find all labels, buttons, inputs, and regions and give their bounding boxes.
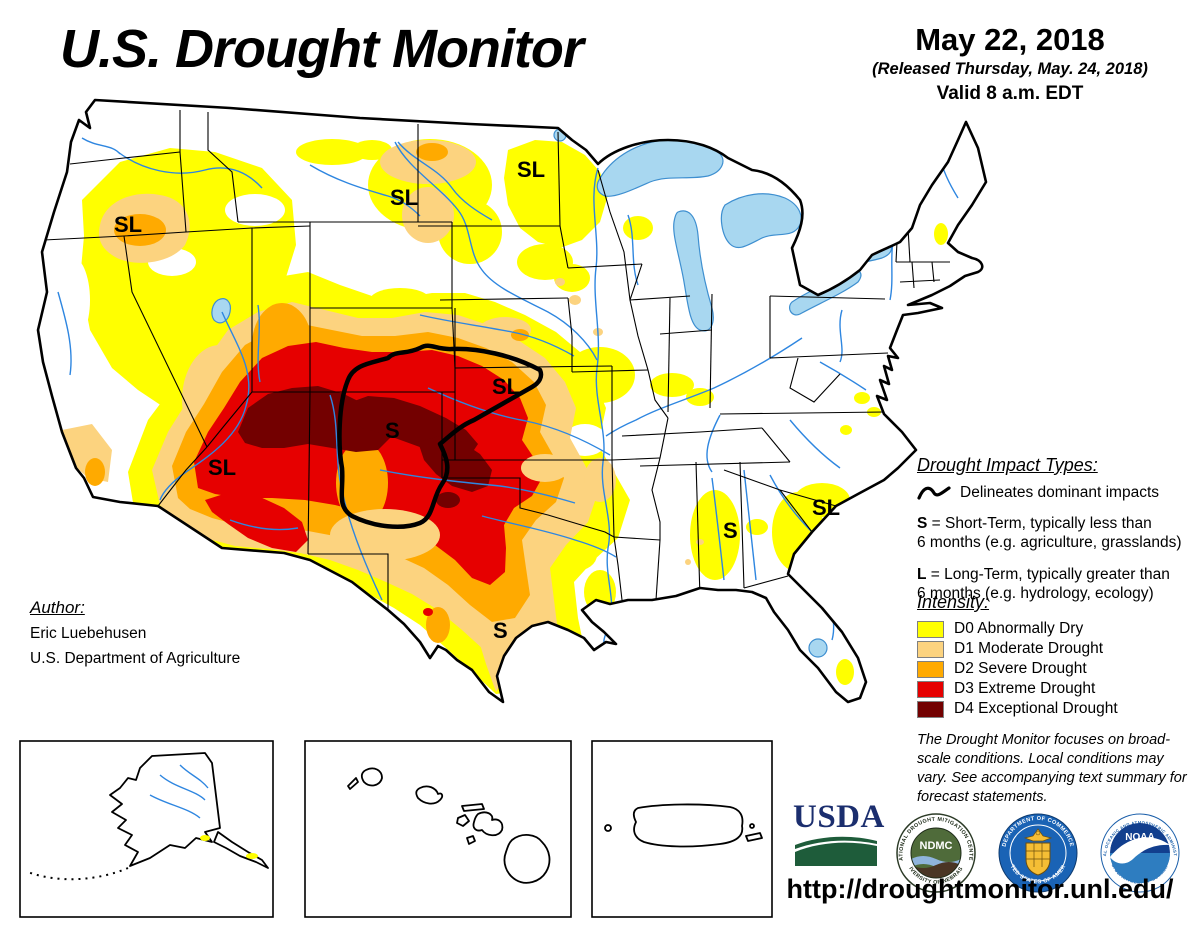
doc-eagle-shield-icon: [1023, 828, 1053, 876]
long-term-definition: L = Long-Term, typically greater than 6 …: [917, 565, 1195, 604]
noaa-seabird-icon: [1110, 837, 1170, 864]
author-org: U.S. Department of Agriculture: [30, 650, 241, 667]
usda-logo-text: USDA: [793, 799, 885, 835]
impact-label-kansas: SL: [492, 374, 520, 399]
page-title: U.S. Drought Monitor: [60, 19, 584, 79]
map-date: May 22, 2018: [915, 22, 1105, 57]
intensity-row-d4: D4 Exceptional Drought: [917, 699, 1195, 719]
author-heading: Author:: [30, 598, 85, 617]
d1-swatch: [917, 640, 944, 658]
d2-label: D2 Severe Drought: [954, 660, 1087, 677]
noaa-logo: NATIONAL OCEANIC AND ATMOSPHERIC ADMINIS…: [1100, 813, 1180, 893]
impact-label-north-dakota: SL: [390, 185, 418, 210]
author-name: Eric Luebehusen: [30, 625, 147, 642]
impact-label-arizona: SL: [208, 455, 236, 480]
website-url: http://droughtmonitor.unl.edu/: [775, 874, 1185, 905]
long-term-key: L: [917, 565, 927, 583]
usda-logo: USDA: [793, 799, 885, 872]
intensity-row-d0: D0 Abnormally Dry: [917, 619, 1195, 639]
impact-legend-heading: Drought Impact Types:: [917, 455, 1098, 475]
impact-label-minnesota: SL: [517, 157, 545, 182]
d4-label: D4 Exceptional Drought: [954, 700, 1118, 717]
d2-swatch: [917, 660, 944, 678]
delineates-label: Delineates dominant impacts: [960, 484, 1160, 501]
impact-delineation-line: [337, 343, 544, 529]
d0-swatch: [917, 620, 944, 638]
release-date: (Released Thursday, May. 24, 2018): [872, 59, 1148, 78]
impact-label-south-carolina: SL: [812, 495, 840, 520]
d0-label: D0 Abnormally Dry: [954, 620, 1084, 637]
date-block: May 22, 2018 (Released Thursday, May. 24…: [845, 22, 1175, 105]
state-borders: [43, 110, 950, 610]
short-term-key: S: [917, 515, 928, 532]
noaa-logo-text: NOAA: [1125, 832, 1154, 843]
inset-alaska: [19, 740, 274, 918]
intensity-row-d3: D3 Extreme Drought: [917, 679, 1195, 699]
delineation-squiggle-icon: [917, 486, 951, 500]
impact-type-labels: SL SL SL SL S SL S SL S: [114, 157, 840, 643]
valid-time: Valid 8 a.m. EDT: [936, 82, 1084, 104]
ndmc-logo-text: NDMC: [920, 840, 953, 852]
short-term-definition: S = Short-Term, typically less than 6 mo…: [917, 514, 1195, 553]
long-term-line2: 6 months (e.g. hydrology, ecology): [917, 585, 1154, 603]
intensity-row-d2: D2 Severe Drought: [917, 659, 1195, 679]
d1-label: D1 Moderate Drought: [954, 640, 1104, 657]
impact-label-oregon: SL: [114, 212, 142, 237]
impact-label-mississippi: S: [723, 518, 738, 543]
long-term-line1: = Long-Term, typically greater than: [930, 565, 1170, 583]
inset-puerto-rico: [591, 740, 773, 918]
inset-hawaii: [304, 740, 572, 918]
d4-swatch: [917, 700, 944, 718]
impact-label-texas-gulf: S: [493, 618, 508, 643]
impact-label-new-mexico: S: [385, 418, 400, 443]
short-term-line2: 6 months (e.g. agriculture, grasslands): [917, 534, 1182, 552]
intensity-legend: Intensity: D0 Abnormally Dry D1 Moderate…: [917, 592, 1195, 719]
ndmc-logo: NATIONAL DROUGHT MITIGATION CENTER UNIVE…: [896, 813, 976, 893]
dept-of-commerce-logo: DEPARTMENT OF COMMERCE UNITED STATES OF …: [998, 813, 1078, 893]
intensity-heading: Intensity:: [917, 592, 990, 612]
d3-swatch: [917, 680, 944, 698]
intensity-row-d1: D1 Moderate Drought: [917, 639, 1195, 659]
rivers: [57, 137, 959, 645]
usda-swoosh-icon: [795, 836, 877, 866]
conus-outline: [36, 98, 988, 704]
short-term-line1: = Short-Term, typically less than: [931, 515, 1152, 532]
drought-monitor-link[interactable]: http://droughtmonitor.unl.edu/: [786, 874, 1174, 904]
impact-legend: Drought Impact Types: Delineates dominan…: [917, 455, 1195, 604]
author-block: Author: Eric Luebehusen U.S. Department …: [30, 598, 240, 668]
disclaimer-text: The Drought Monitor focuses on broad-sca…: [917, 732, 1187, 805]
impact-delineation-mark-gulf: [685, 673, 713, 702]
d3-label: D3 Extreme Drought: [954, 680, 1096, 697]
